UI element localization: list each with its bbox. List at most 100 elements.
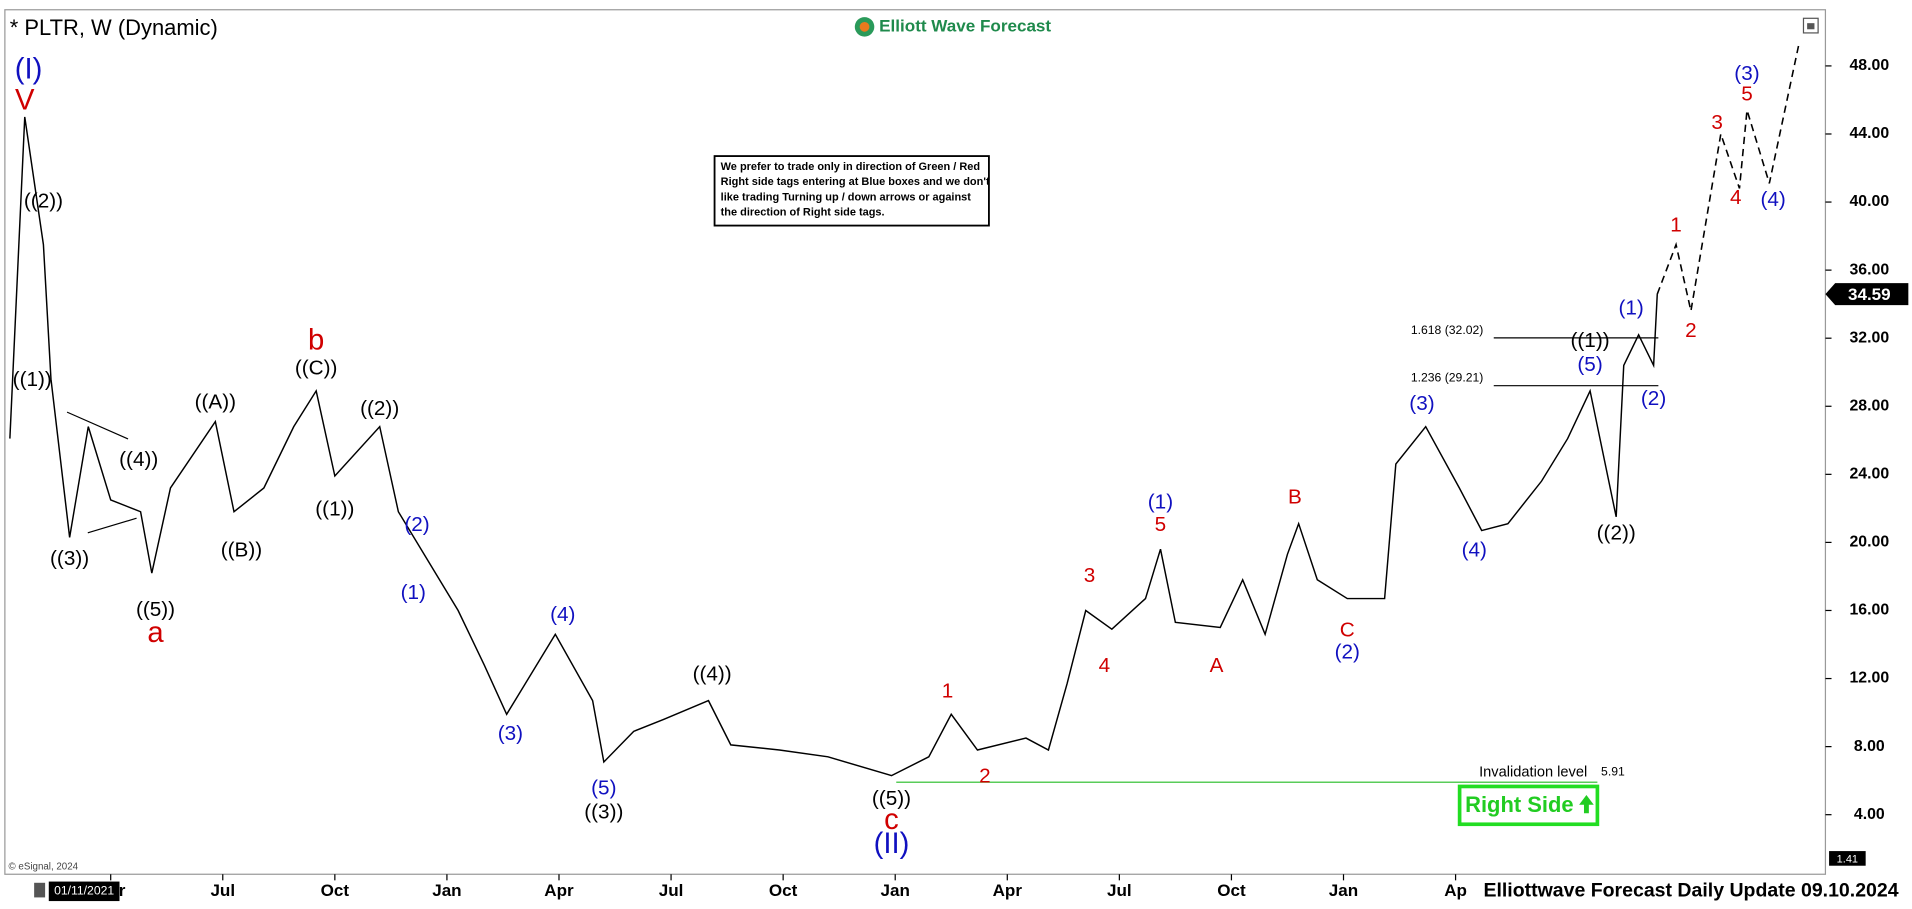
notice-line: We prefer to trade only in direction of … xyxy=(721,161,980,173)
wave-label: ((A)) xyxy=(195,390,236,413)
wave-label: ((B)) xyxy=(221,538,262,561)
logo-icon-inner xyxy=(859,21,870,32)
footer: Elliottwave Forecast Daily Update 09.10.… xyxy=(1483,879,1898,901)
wave-label: (5) xyxy=(1577,353,1602,376)
wave-label: C xyxy=(1340,618,1355,641)
wave-label: (5) xyxy=(591,777,616,800)
wave-label: (1) xyxy=(1148,491,1173,514)
wave-label: (1) xyxy=(1618,297,1643,320)
x-tick-label: Jan xyxy=(432,881,461,900)
wave-label: c xyxy=(884,804,899,836)
wave-label: 1 xyxy=(1670,213,1682,236)
wave-label: (4) xyxy=(550,603,575,626)
y-tick-label: 8.00 xyxy=(1854,738,1885,755)
y-tick-label: 20.00 xyxy=(1849,534,1889,551)
y-tick-label: 44.00 xyxy=(1849,125,1889,142)
x-tick-label: Apr xyxy=(993,881,1023,900)
wave-label: ((5)) xyxy=(136,598,175,621)
brand: Elliott Wave Forecast xyxy=(879,16,1051,35)
wave-label: (2) xyxy=(1335,640,1360,663)
footer-bg xyxy=(1475,879,1903,904)
x-tick-label: Jul xyxy=(1107,881,1132,900)
x-tick-label: Jul xyxy=(659,881,684,900)
date-box: 01/11/2021 xyxy=(54,884,114,898)
fib-label: 1.618 (32.02) xyxy=(1411,323,1484,337)
wave-label: ((2)) xyxy=(1597,521,1636,544)
triangle-lines xyxy=(66,411,137,534)
wave-label: (1) xyxy=(401,581,426,604)
y-tick-label: 36.00 xyxy=(1849,261,1889,278)
invalidation-value: 5.91 xyxy=(1601,765,1625,779)
x-tick-label: Oct xyxy=(769,881,798,900)
wave-label: ((2)) xyxy=(24,190,63,213)
cursor-icon xyxy=(34,882,46,898)
wave-label: ((4)) xyxy=(693,663,732,686)
wave-label: (2) xyxy=(1641,387,1666,410)
x-tick-label: Jul xyxy=(210,881,235,900)
notice-box: We prefer to trade only in direction of … xyxy=(713,155,990,227)
indicator-value: 1.41 xyxy=(1837,854,1858,866)
indicator-box xyxy=(1829,851,1866,866)
wave-label: 2 xyxy=(979,765,991,788)
date-box-frame xyxy=(48,881,120,902)
wave-label: 4 xyxy=(1730,186,1742,209)
wave-label: (2) xyxy=(404,513,429,536)
y-tick-label: 16.00 xyxy=(1849,602,1889,619)
wave-label: 3 xyxy=(1711,111,1723,134)
wave-label: V xyxy=(15,84,35,116)
wave-label: 3 xyxy=(1084,564,1096,587)
y-tick-label: 24.00 xyxy=(1849,466,1889,483)
wave-label: ((C)) xyxy=(295,356,338,379)
copyright: © eSignal, 2024 xyxy=(9,862,79,873)
last-price-tag xyxy=(1825,283,1909,306)
wave-label: ((1)) xyxy=(1571,329,1610,352)
wave-label: A xyxy=(1210,654,1224,677)
wave-label: (4) xyxy=(1462,538,1487,561)
x-tick-label: Jan xyxy=(1329,881,1358,900)
wave-label: 1 xyxy=(942,680,954,703)
trend-line xyxy=(66,411,129,440)
x-tick-label: Oct xyxy=(1217,881,1246,900)
notice-frame xyxy=(713,155,990,227)
y-tick-label: 4.00 xyxy=(1854,806,1885,823)
price-line xyxy=(9,116,1659,777)
y-tick-label: 12.00 xyxy=(1849,670,1889,687)
wave-label: (4) xyxy=(1760,188,1785,211)
wave-label: a xyxy=(147,617,164,649)
x-tick-label: Apr xyxy=(544,881,574,900)
notice-line: like trading Turning up / down arrows or… xyxy=(721,191,972,203)
wave-label: (3) xyxy=(1734,62,1759,85)
wave-label: ((3)) xyxy=(50,547,89,570)
x-tick-label: Jan xyxy=(881,881,910,900)
wave-label: (I) xyxy=(15,54,43,86)
wave-label: ((4)) xyxy=(119,448,158,471)
notice-line: Right side tags entering at Blue boxes a… xyxy=(721,176,990,188)
wave-label: (3) xyxy=(1409,392,1434,415)
wave-label: b xyxy=(308,324,324,356)
chart-title: * PLTR, W (Dynamic) xyxy=(10,15,218,40)
invalidation-label: Invalidation level xyxy=(1479,764,1587,780)
right-side-box xyxy=(1457,784,1600,827)
x-tick-label: Oct xyxy=(321,881,350,900)
wave-label: 5 xyxy=(1155,513,1167,536)
trend-line xyxy=(87,517,137,534)
plot-frame xyxy=(4,9,1827,875)
fib-label: 1.236 (29.21) xyxy=(1411,371,1484,385)
wave-label: 2 xyxy=(1685,319,1697,342)
wave-label: 5 xyxy=(1741,82,1753,105)
wave-label: ((3)) xyxy=(584,800,623,823)
wave-label: 4 xyxy=(1099,654,1111,677)
last-price-label: 34.59 xyxy=(1848,285,1891,304)
right-side-arrow xyxy=(1579,794,1594,814)
y-tick-label: 40.00 xyxy=(1849,193,1889,210)
projection-line xyxy=(1656,41,1801,312)
wave-label: ((1)) xyxy=(13,368,52,391)
wave-label: ((1)) xyxy=(315,498,354,521)
wave-label: (II) xyxy=(874,828,910,860)
window-icon-inner xyxy=(1807,23,1815,30)
x-tick-label: Ap xyxy=(1444,881,1467,900)
y-tick-label: 48.00 xyxy=(1849,57,1889,74)
